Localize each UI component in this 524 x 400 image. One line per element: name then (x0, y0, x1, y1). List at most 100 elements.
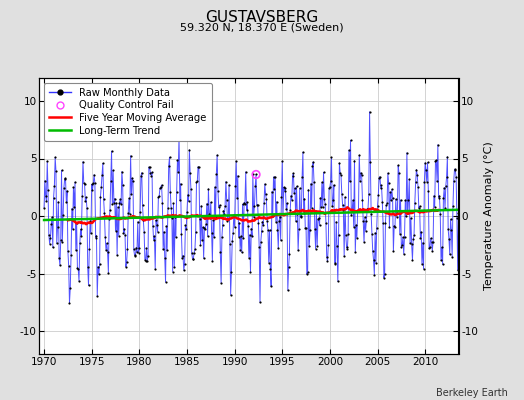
Point (178, 255, 187, 262)
Point (300, 196, 309, 202)
Point (329, 197, 337, 204)
Point (127, 191, 136, 198)
Point (397, 243, 406, 250)
Point (199, 224, 207, 230)
Point (434, 194, 443, 201)
Point (166, 188, 174, 195)
Point (350, 224, 358, 230)
Point (300, 209, 308, 216)
Point (163, 205, 172, 211)
Point (186, 170, 194, 177)
Point (323, 258, 332, 265)
Point (331, 260, 339, 266)
Point (83, 205, 91, 211)
Point (171, 214, 179, 220)
Point (64, 263, 73, 269)
Point (387, 197, 395, 204)
Point (279, 211, 287, 217)
Point (410, 232, 418, 239)
Point (453, 267, 462, 273)
Point (256, 299, 264, 305)
Point (94, 264, 102, 270)
Point (180, 267, 188, 273)
Point (228, 238, 236, 244)
Point (224, 216, 233, 222)
Point (249, 171, 257, 177)
Point (318, 179, 326, 185)
Point (134, 250, 143, 256)
Point (307, 180, 315, 187)
Point (289, 170, 298, 176)
Point (223, 196, 231, 203)
Point (91, 180, 99, 186)
Point (147, 172, 156, 179)
Point (442, 174, 451, 180)
Point (250, 202, 259, 209)
Point (267, 283, 275, 290)
Point (189, 256, 198, 262)
Point (324, 242, 333, 248)
Point (57, 237, 65, 243)
Point (311, 246, 320, 252)
Point (72, 247, 80, 253)
Point (49, 244, 57, 251)
Point (278, 158, 287, 165)
Point (118, 168, 126, 175)
Point (314, 215, 323, 221)
Point (322, 253, 331, 260)
Point (268, 212, 277, 219)
Point (246, 232, 254, 238)
Point (126, 152, 135, 159)
Point (231, 224, 239, 230)
Point (439, 261, 447, 268)
Point (74, 266, 82, 272)
Point (197, 203, 205, 209)
Point (123, 246, 132, 252)
Point (398, 242, 406, 248)
Point (339, 201, 347, 208)
Point (412, 166, 421, 173)
Point (203, 200, 211, 207)
Point (377, 185, 385, 191)
Point (160, 255, 169, 261)
Point (158, 200, 167, 206)
Point (364, 206, 372, 212)
Point (306, 227, 314, 233)
Point (86, 218, 94, 224)
Point (78, 192, 86, 199)
Point (53, 223, 62, 230)
Point (423, 159, 432, 166)
Point (417, 229, 425, 235)
Point (400, 233, 409, 240)
Point (152, 217, 160, 223)
Point (241, 200, 249, 207)
Point (191, 229, 200, 235)
Point (98, 172, 106, 178)
Point (312, 208, 321, 215)
Point (80, 180, 89, 187)
Point (385, 180, 393, 186)
Point (357, 172, 366, 178)
Point (115, 232, 123, 239)
Text: Berkeley Earth: Berkeley Earth (436, 388, 508, 398)
Point (333, 243, 341, 250)
Point (325, 185, 333, 192)
Point (79, 158, 87, 165)
Point (214, 204, 223, 210)
Point (222, 178, 230, 185)
Point (100, 196, 108, 202)
Point (191, 246, 199, 253)
Point (434, 142, 442, 148)
Point (40, 204, 48, 211)
Point (388, 195, 397, 201)
Point (214, 188, 222, 194)
Point (188, 256, 196, 262)
Point (319, 204, 327, 210)
Point (414, 205, 423, 211)
Point (95, 271, 103, 277)
Point (196, 241, 205, 248)
Point (396, 197, 405, 203)
Point (81, 198, 90, 204)
Point (328, 154, 336, 161)
Point (399, 234, 407, 240)
